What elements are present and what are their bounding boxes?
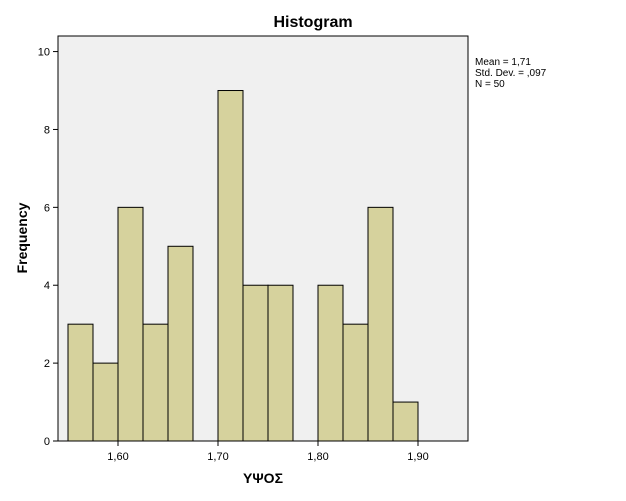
stats-n: N = 50: [475, 79, 505, 90]
x-axis-label: ΥΨΟΣ: [243, 470, 283, 486]
y-tick-label-2: 4: [44, 280, 50, 292]
stats-mean: Mean = 1,71: [475, 57, 531, 68]
y-tick-label-3: 6: [44, 202, 50, 214]
histogram-bar-12: [367, 206, 394, 442]
x-tick-label-2: 1,80: [307, 451, 328, 463]
histogram-bar-7: [242, 284, 269, 442]
histogram-bar-11: [342, 323, 369, 442]
stats-box: Mean = 1,71 Std. Dev. = ,097 N = 50: [475, 57, 547, 90]
histogram-bar-0: [67, 323, 94, 442]
histogram-bar-6: [217, 90, 244, 442]
y-axis-ticks: 0 2 4 6 8 10: [38, 47, 58, 448]
histogram-bar-3: [142, 323, 169, 442]
histogram-bar-13: [392, 401, 419, 442]
x-tick-label-3: 1,90: [407, 451, 428, 463]
x-tick-label-1: 1,70: [207, 451, 228, 463]
histogram-bar-10: [317, 284, 344, 442]
x-tick-label-0: 1,60: [107, 451, 128, 463]
histogram-bar-4: [167, 245, 194, 442]
y-tick-label-5: 10: [38, 47, 50, 59]
histogram-bar-1: [92, 362, 119, 442]
y-tick-label-0: 0: [44, 436, 50, 448]
y-tick-label-1: 2: [44, 358, 50, 370]
histogram-bar-2: [117, 206, 144, 442]
y-axis-label: Frequency: [14, 202, 30, 273]
bars-group: [67, 90, 419, 442]
chart-title: Histogram: [273, 14, 352, 31]
histogram-bar-8: [267, 284, 294, 442]
y-tick-label-4: 8: [44, 124, 50, 136]
x-axis-ticks: 1,60 1,70 1,80 1,90: [107, 441, 429, 463]
stats-std-dev: Std. Dev. = ,097: [475, 68, 547, 79]
